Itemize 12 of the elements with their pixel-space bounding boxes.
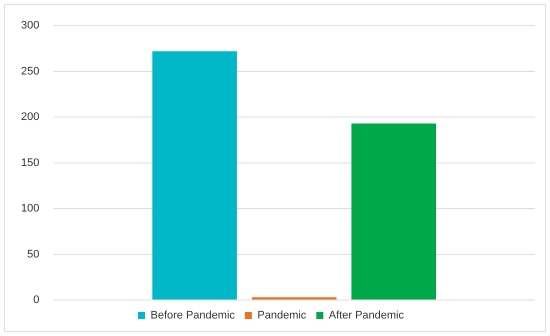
bar (152, 51, 237, 300)
bar (351, 123, 436, 300)
y-tick-label: 250 (20, 65, 40, 78)
y-tick-label: 100 (20, 202, 40, 215)
legend-label: After Pandemic (328, 310, 404, 322)
y-tick-label: 200 (20, 111, 40, 124)
y-tick-label: 300 (20, 20, 40, 32)
y-tick-label: 50 (27, 248, 40, 260)
y-tick-label: 0 (33, 294, 40, 306)
y-tick-label: 150 (20, 156, 40, 169)
legend-label: Before Pandemic (150, 310, 236, 322)
legend-label: Pandemic (257, 310, 307, 322)
